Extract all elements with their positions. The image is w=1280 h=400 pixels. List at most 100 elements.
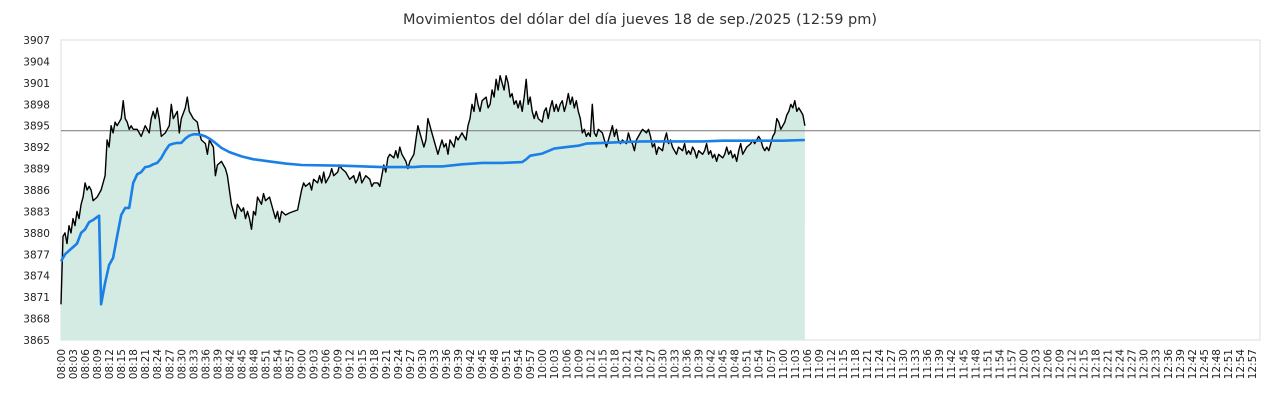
x-tick-label: 12:54	[1235, 349, 1247, 380]
x-tick-label: 10:54	[754, 349, 766, 380]
x-tick-label: 10:57	[766, 349, 778, 379]
x-tick-label: 08:30	[176, 349, 188, 379]
price-series-line	[60, 74, 806, 305]
x-tick-label: 11:21	[862, 349, 874, 379]
x-tick-label: 09:12	[345, 349, 357, 379]
x-tick-label: 11:54	[994, 349, 1006, 380]
x-tick-label: 08:54	[273, 349, 285, 380]
x-tick-label: 08:42	[224, 349, 236, 379]
x-tick-label: 09:06	[321, 349, 333, 380]
chart-title: Movimientos del dólar del día jueves 18 …	[402, 12, 878, 28]
x-tick-label: 08:12	[104, 349, 116, 379]
x-tick-label: 10:03	[549, 349, 561, 379]
x-tick-label: 12:51	[1223, 349, 1235, 379]
x-tick-label: 08:57	[285, 349, 297, 379]
x-tick-label: 10:39	[694, 349, 706, 379]
x-tick-label: 11:36	[922, 349, 934, 380]
x-tick-label: 08:48	[248, 349, 260, 379]
x-tick-label: 10:30	[658, 349, 670, 379]
x-tick-label: 08:09	[92, 349, 104, 379]
x-tick-label: 12:42	[1187, 349, 1199, 379]
x-tick-label: 09:45	[477, 349, 489, 379]
x-tick-label: 12:03	[1030, 349, 1042, 379]
x-tick-label: 09:42	[465, 349, 477, 379]
x-tick-label: 11:06	[802, 349, 814, 380]
x-tick-label: 09:24	[393, 349, 405, 380]
x-tick-label: 12:21	[1103, 349, 1115, 379]
x-tick-label: 11:09	[814, 349, 826, 379]
x-tick-label: 08:36	[200, 349, 212, 380]
x-tick-label: 08:39	[212, 349, 224, 379]
x-tick-label: 09:36	[441, 349, 453, 380]
x-tick-label: 10:48	[730, 349, 742, 379]
x-tick-label: 08:27	[164, 349, 176, 379]
x-tick-label: 11:42	[946, 349, 958, 379]
x-tick-label: 10:00	[537, 349, 549, 379]
x-tick-label: 11:51	[982, 349, 994, 379]
x-tick-label: 09:30	[417, 349, 429, 379]
x-tick-label: 10:21	[621, 349, 633, 379]
x-tick-label: 08:21	[140, 349, 152, 379]
x-tick-label: 09:00	[297, 349, 309, 379]
x-tick-label: 10:18	[609, 349, 621, 379]
x-tick-label: 09:57	[525, 349, 537, 379]
y-tick-label: 3889	[23, 164, 50, 176]
y-tick-label: 3886	[23, 185, 50, 197]
x-tick-label: 09:51	[501, 349, 513, 379]
x-tick-label: 10:12	[585, 349, 597, 379]
x-tick-label: 12:45	[1199, 349, 1211, 379]
x-tick-label: 10:27	[645, 349, 657, 379]
x-tick-label: 12:36	[1163, 349, 1175, 380]
y-tick-label: 3871	[23, 292, 50, 304]
x-tick-label: 11:12	[826, 349, 838, 379]
x-tick-label: 12:48	[1211, 349, 1223, 379]
x-tick-label: 09:54	[513, 349, 525, 380]
x-tick-label: 12:39	[1175, 349, 1187, 379]
x-tick-label: 10:15	[597, 349, 609, 379]
y-tick-label: 3874	[23, 271, 50, 283]
x-tick-label: 11:24	[874, 349, 886, 380]
x-tick-label: 12:30	[1139, 349, 1151, 379]
y-tick-label: 3883	[23, 206, 50, 218]
x-tick-label: 11:03	[790, 349, 802, 379]
y-tick-label: 3907	[23, 35, 50, 47]
x-tick-label: 08:33	[188, 349, 200, 379]
y-tick-label: 3865	[23, 335, 50, 347]
x-tick-label: 09:09	[333, 349, 345, 379]
x-tick-label: 12:57	[1247, 349, 1259, 379]
x-tick-label: 12:24	[1115, 349, 1127, 380]
x-tick-label: 11:27	[886, 349, 898, 379]
x-tick-label: 08:15	[116, 349, 128, 379]
y-tick-label: 3895	[23, 121, 50, 133]
x-tick-label: 10:09	[573, 349, 585, 379]
x-tick-label: 12:09	[1054, 349, 1066, 379]
x-tick-label: 08:03	[68, 349, 80, 379]
x-tick-label: 08:06	[80, 349, 92, 380]
x-tick-label: 11:18	[850, 349, 862, 379]
y-tick-label: 3898	[23, 99, 50, 111]
y-tick-label: 3880	[23, 228, 50, 240]
x-tick-label: 09:03	[309, 349, 321, 379]
x-tick-label: 11:48	[970, 349, 982, 379]
y-tick-label: 3877	[23, 249, 50, 261]
x-tick-label: 12:00	[1018, 349, 1030, 379]
x-tick-label: 09:21	[381, 349, 393, 379]
y-tick-label: 3892	[23, 142, 50, 154]
y-tick-label: 3904	[23, 56, 50, 68]
x-tick-label: 10:24	[633, 349, 645, 380]
x-tick-label: 11:39	[934, 349, 946, 379]
y-tick-label: 3868	[23, 314, 50, 326]
x-tick-label: 08:45	[236, 349, 248, 379]
average-series-line	[59, 133, 805, 306]
x-tick-label: 12:27	[1127, 349, 1139, 379]
x-tick-label: 11:57	[1006, 349, 1018, 379]
x-tick-label: 11:30	[898, 349, 910, 379]
y-tick-label: 3901	[23, 78, 50, 90]
x-tick-label: 09:15	[357, 349, 369, 379]
x-tick-label: 10:45	[718, 349, 730, 379]
x-tick-label: 12:33	[1151, 349, 1163, 379]
x-tick-label: 08:18	[128, 349, 140, 379]
x-tick-label: 09:27	[405, 349, 417, 379]
